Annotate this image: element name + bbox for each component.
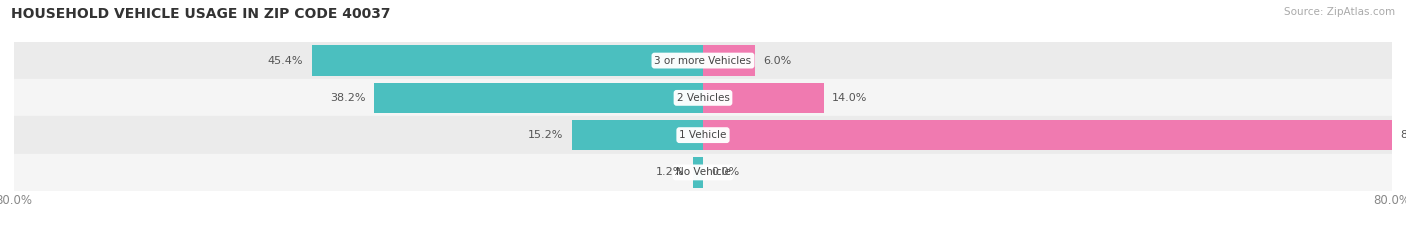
Text: 2 Vehicles: 2 Vehicles xyxy=(676,93,730,103)
Text: 1.2%: 1.2% xyxy=(655,168,685,177)
Text: 1 Vehicle: 1 Vehicle xyxy=(679,130,727,140)
Bar xyxy=(693,157,703,188)
Bar xyxy=(572,120,703,151)
Text: 14.0%: 14.0% xyxy=(832,93,868,103)
Bar xyxy=(703,82,824,113)
Bar xyxy=(703,45,755,76)
Bar xyxy=(312,45,703,76)
Text: 3 or more Vehicles: 3 or more Vehicles xyxy=(654,56,752,65)
Text: Source: ZipAtlas.com: Source: ZipAtlas.com xyxy=(1284,7,1395,17)
Bar xyxy=(14,79,1392,116)
Text: 15.2%: 15.2% xyxy=(529,130,564,140)
Text: 6.0%: 6.0% xyxy=(763,56,792,65)
Text: 38.2%: 38.2% xyxy=(330,93,366,103)
Text: HOUSEHOLD VEHICLE USAGE IN ZIP CODE 40037: HOUSEHOLD VEHICLE USAGE IN ZIP CODE 4003… xyxy=(11,7,391,21)
Text: 0.0%: 0.0% xyxy=(711,168,740,177)
Text: 80.0%: 80.0% xyxy=(1400,130,1406,140)
Bar xyxy=(374,82,703,113)
Text: No Vehicle: No Vehicle xyxy=(675,168,731,177)
Bar xyxy=(14,154,1392,191)
Text: 45.4%: 45.4% xyxy=(269,56,304,65)
Bar xyxy=(14,116,1392,154)
Bar xyxy=(14,42,1392,79)
Bar xyxy=(703,120,1392,151)
